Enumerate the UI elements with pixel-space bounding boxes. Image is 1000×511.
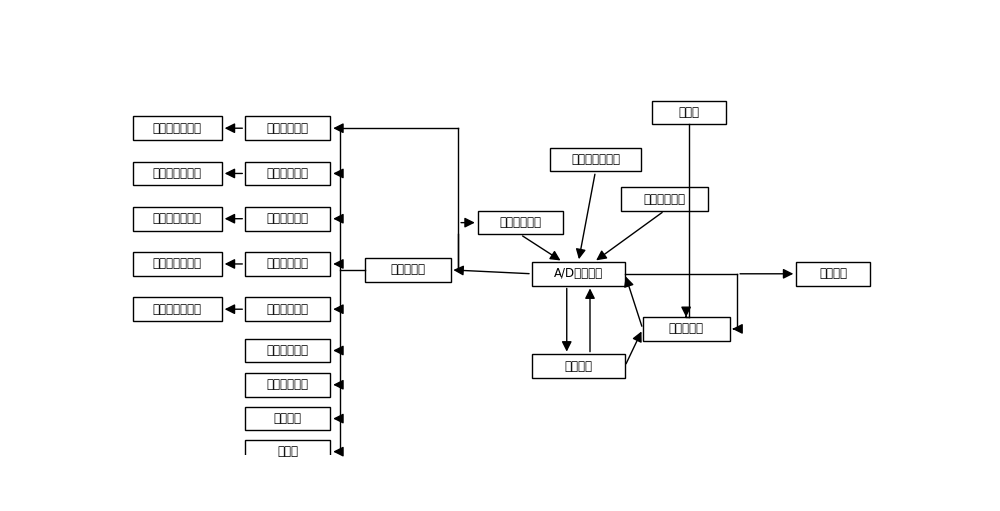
Text: 声音接收装置一: 声音接收装置一: [571, 153, 620, 166]
Text: 第二控制开关: 第二控制开关: [267, 167, 309, 180]
FancyBboxPatch shape: [550, 148, 641, 172]
Text: 第一控制开关: 第一控制开关: [267, 122, 309, 135]
FancyBboxPatch shape: [365, 258, 450, 282]
Text: 连接装置一: 连接装置一: [669, 322, 704, 335]
FancyBboxPatch shape: [643, 317, 730, 341]
FancyBboxPatch shape: [245, 117, 330, 140]
Text: 分处理器: 分处理器: [564, 360, 592, 373]
FancyBboxPatch shape: [245, 207, 330, 230]
FancyBboxPatch shape: [245, 373, 330, 397]
Text: 扬声器一: 扬声器一: [274, 412, 302, 425]
Text: 超声发生装置: 超声发生装置: [267, 344, 309, 357]
Text: 摄像头: 摄像头: [678, 106, 699, 119]
FancyBboxPatch shape: [652, 101, 726, 124]
FancyBboxPatch shape: [245, 407, 330, 430]
FancyBboxPatch shape: [245, 161, 330, 185]
Text: 第三控制开关: 第三控制开关: [267, 212, 309, 225]
Text: 第三电动伸缩杆: 第三电动伸缩杆: [153, 212, 202, 225]
FancyBboxPatch shape: [245, 252, 330, 276]
FancyBboxPatch shape: [245, 440, 330, 463]
FancyBboxPatch shape: [532, 262, 625, 286]
FancyBboxPatch shape: [133, 252, 222, 276]
Text: 红外发射装置: 红外发射装置: [267, 378, 309, 391]
Text: 第五电动伸缩杆: 第五电动伸缩杆: [153, 303, 202, 316]
Text: 第四电动伸缩杆: 第四电动伸缩杆: [153, 258, 202, 270]
Text: 总控制开关: 总控制开关: [390, 263, 425, 276]
Text: 红外接收装置: 红外接收装置: [643, 193, 685, 205]
Text: A/D转换器一: A/D转换器一: [554, 267, 603, 281]
FancyBboxPatch shape: [478, 211, 563, 235]
Text: 第一电动伸缩杆: 第一电动伸缩杆: [153, 122, 202, 135]
FancyBboxPatch shape: [133, 297, 222, 321]
Text: 超声接收装置: 超声接收装置: [499, 216, 541, 229]
FancyBboxPatch shape: [133, 117, 222, 140]
FancyBboxPatch shape: [621, 187, 708, 211]
FancyBboxPatch shape: [133, 161, 222, 185]
Text: 总控制端: 总控制端: [819, 267, 847, 281]
FancyBboxPatch shape: [796, 262, 870, 286]
FancyBboxPatch shape: [245, 339, 330, 362]
FancyBboxPatch shape: [133, 207, 222, 230]
Text: 第五控制开关: 第五控制开关: [267, 303, 309, 316]
FancyBboxPatch shape: [532, 355, 625, 378]
Text: 第四控制开关: 第四控制开关: [267, 258, 309, 270]
FancyBboxPatch shape: [245, 297, 330, 321]
Text: 第二电动伸缩杆: 第二电动伸缩杆: [153, 167, 202, 180]
Text: 补光灯: 补光灯: [277, 445, 298, 458]
